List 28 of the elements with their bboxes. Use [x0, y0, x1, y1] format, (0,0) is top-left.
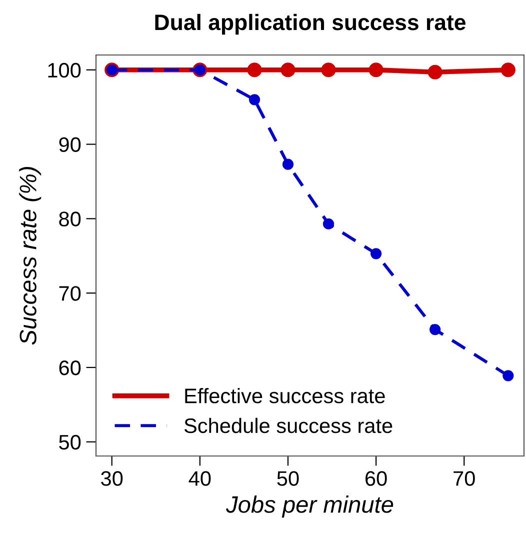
x-tick-label: 60: [366, 471, 387, 486]
legend-label: Effective success rate: [185, 388, 385, 404]
point: [370, 248, 382, 260]
point: [247, 62, 262, 78]
legend-label: Schedule success rate: [184, 418, 392, 434]
x-tick-label: 50: [277, 471, 299, 486]
y-tick-label: 100: [48, 62, 81, 78]
point: [322, 218, 334, 230]
point: [321, 62, 336, 78]
y-axis-title: Success rate (%): [19, 167, 42, 345]
point: [428, 64, 442, 80]
point: [430, 324, 441, 336]
x-tick-label: 70: [454, 471, 475, 486]
y-tick-label: 70: [59, 286, 81, 301]
y-tick-label: 80: [59, 212, 81, 226]
point: [500, 62, 516, 78]
point: [502, 370, 514, 382]
y-tick-label: 50: [59, 434, 81, 450]
point: [280, 62, 296, 78]
x-tick-label: 40: [188, 471, 211, 486]
x-tick-label: 30: [101, 471, 123, 486]
y-tick-label: 90: [59, 137, 81, 152]
chart-title: Dual application success rate: [155, 14, 466, 35]
point: [248, 94, 260, 106]
x-axis-title: Jobs per minute: [226, 496, 394, 518]
point: [368, 62, 384, 78]
y-tick-label: 60: [59, 360, 81, 376]
point: [282, 158, 294, 170]
